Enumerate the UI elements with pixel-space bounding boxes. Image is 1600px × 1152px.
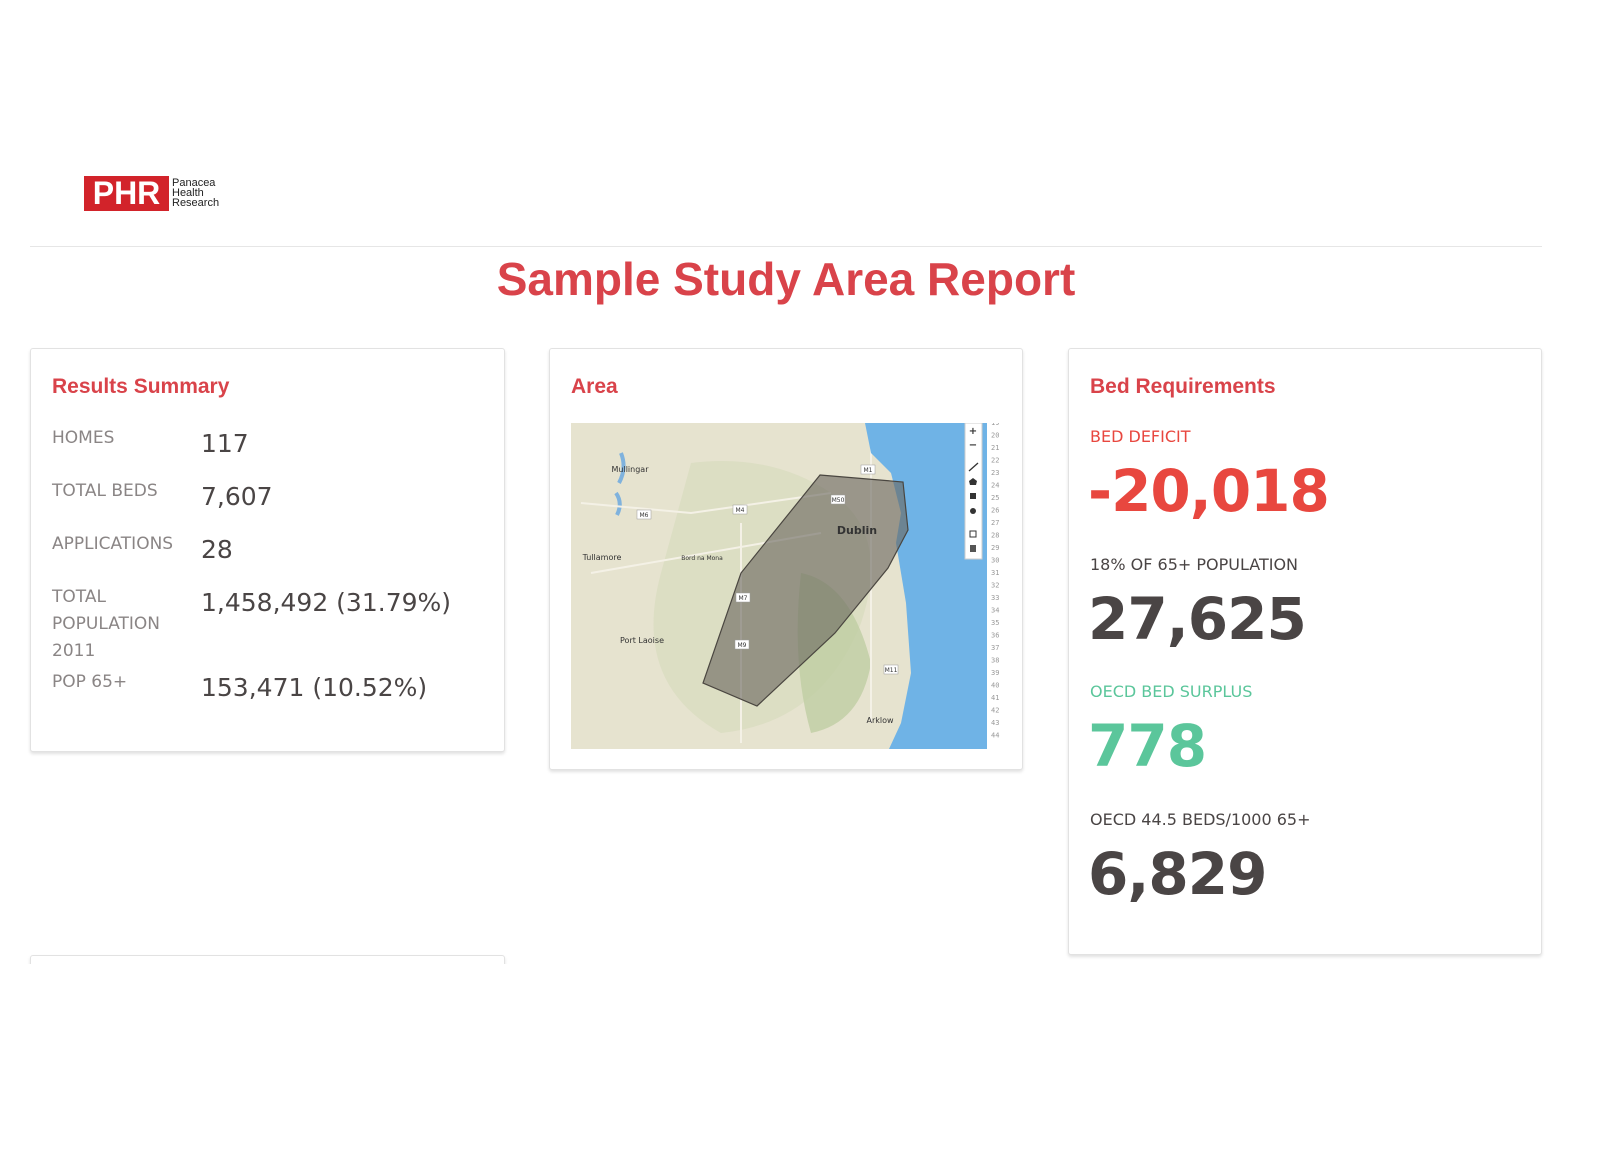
logo-mark: PHR [84,176,169,211]
study-area [702,474,909,707]
ruler-label: 26 [991,507,999,515]
ruler-label: 41 [991,694,999,702]
ruler-label: 43 [991,719,999,727]
place-label: Port Laoise [620,636,664,645]
ruler-label: 31 [991,569,999,577]
road-shield [860,464,876,475]
cover [0,964,1600,1152]
bed-label: BED DEFICIT [1090,427,1191,446]
ruler-label: 19 [991,423,999,427]
road-shield [732,504,748,515]
row-label: APPLICATIONS [52,534,174,554]
row-label: HOMES [52,428,115,448]
zoom-control[interactable]: − [969,440,977,451]
card-title: Bed Requirements [1090,375,1276,398]
logo-name: Panacea Health Research [172,177,220,209]
ruler-label: 32 [991,582,999,590]
road-shield [735,592,751,603]
ruler-label: 39 [991,669,999,677]
row-label: POP 65+ [52,672,128,692]
road-label: M6 [640,512,649,519]
ruler-label: 36 [991,632,999,640]
ruler-label: 42 [991,707,999,715]
tool-rect[interactable] [970,493,976,499]
road-label: M9 [738,642,747,649]
ruler-label: 27 [991,519,999,527]
bed-value: 27,625 [1088,584,1307,653]
bed-value: 6,829 [1088,839,1267,908]
ruler-label: 40 [991,682,999,690]
ruler-label: 23 [991,469,999,477]
ruler-label: 24 [991,482,999,490]
sea [865,423,987,749]
ruler-label: 37 [991,644,999,652]
place-label: Tullamore [582,553,622,562]
results-card: Results Summary HOMES 117 TOTAL BEDS 7,607 A… [30,348,505,752]
ruler-label: 20 [991,432,999,440]
tool-delete[interactable] [970,545,976,552]
ruler-label: 21 [991,444,999,452]
card-title: Results Summary [52,375,230,398]
row-value: 1,458,492 (31.79%) [201,588,452,617]
road-shield [883,664,899,675]
row-value: 7,607 [201,482,273,511]
place-label: Arklow [866,716,894,725]
ruler-label: 30 [991,557,999,565]
ruler-label: 29 [991,544,999,552]
bed-label: OECD BED SURPLUS [1090,682,1253,701]
tool-polygon[interactable] [969,478,977,485]
bed-value: 778 [1088,712,1207,780]
lake [614,452,626,516]
ruler-label: 25 [991,494,999,502]
logo-line: Panacea [172,177,216,189]
road-shield [636,509,652,520]
ruler-label: 34 [991,607,999,615]
road-shield [734,639,750,650]
place-label: Dublin [837,524,877,537]
row-label: TOTAL BEDS [52,481,158,501]
bed-value: -20,018 [1088,457,1330,525]
tool-marker[interactable] [970,508,976,514]
ruler-label: 33 [991,594,999,602]
row-label: TOTAL POPULATION 2011 [52,587,160,661]
tool-edit[interactable] [969,530,977,538]
map[interactable]: Mullingar Dublin Tullamore Bord na Mona Port… [571,423,1011,753]
bed-label: OECD 44.5 BEDS/1000 65+ [1090,809,1311,829]
area-card: Area Mullingar Dublin Tullamore Bord na Mon… [549,348,1023,770]
road-label: M50 [832,497,845,504]
road-label: M11 [885,667,898,674]
page-title: Sample Study Area Report [496,253,1076,305]
bed-card: Bed Requirements BED DEFICIT -20,018 18% O… [1068,348,1542,955]
place-label: Bord na Mona [681,555,723,562]
zoom-control[interactable]: + [969,426,977,437]
ruler-label: 44 [991,732,999,740]
divider [30,246,1542,247]
road-label: M4 [736,507,745,514]
draw-toolbar[interactable] [964,423,983,560]
row-value: 153,471 (10.52%) [201,673,428,702]
bed-label: 18% OF 65+ POPULATION [1090,554,1299,574]
road-label: M1 [864,467,873,474]
card-title: Area [571,375,618,398]
logo-line: Research [172,197,220,209]
ruler-label: 28 [991,532,999,540]
ruler-label: 35 [991,619,999,627]
ruler-label: 38 [991,657,999,665]
ruler-label: 22 [991,457,999,465]
place-label: Mullingar [612,465,650,474]
road-label: M7 [739,595,748,602]
tool-line[interactable] [968,462,979,472]
row-value: 117 [201,429,249,458]
logo-line: Health [172,187,204,199]
row-value: 28 [201,535,233,564]
road-shield [830,494,846,505]
